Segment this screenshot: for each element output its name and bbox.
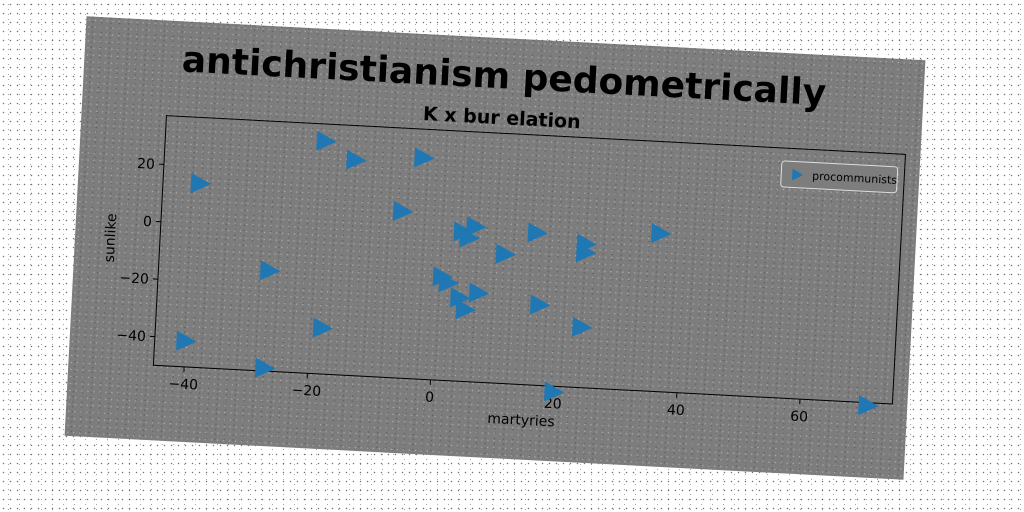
data-point [529,294,551,315]
chart-title: antichristianism pedometrically [181,39,827,114]
data-point [455,299,477,320]
data-point [254,357,276,378]
x-tick-label: 20 [543,396,562,413]
legend: procommunists [780,160,899,194]
data-point [543,381,565,402]
data-point [468,282,490,303]
data-points [176,130,879,416]
data-point [176,330,197,351]
data-point [449,287,471,308]
y-axis: 20 0 −20 −40 [116,156,164,346]
legend-label: procommunists [812,170,898,187]
data-point [190,173,211,194]
y-tick-label: 0 [143,214,153,230]
x-axis: −40 −20 0 20 40 60 [168,366,809,426]
x-tick-label: −20 [291,383,321,401]
legend-box [780,160,899,194]
y-tick-label: −40 [116,328,146,346]
data-point [459,227,480,248]
x-tick-label: 60 [790,409,809,426]
data-point [527,222,549,243]
scatter-chart: antichristianism pedometrically K x bur … [102,39,906,431]
data-point [466,216,487,237]
data-point [392,200,414,221]
x-tick-label: 0 [425,390,435,406]
plot-area-frame [152,115,906,405]
data-point [575,242,597,263]
x-tick-label: 40 [667,402,686,419]
data-point [858,395,879,416]
x-axis-label: martyries [487,411,555,431]
data-point [495,243,517,264]
data-point [312,317,334,338]
chart-subtitle: K x bur elation [422,103,581,133]
data-point [316,130,337,151]
x-tick-label: −40 [168,376,198,394]
y-axis-label: sunlike [102,213,121,263]
data-point [414,147,435,168]
data-point [650,223,672,244]
data-point [571,316,593,337]
chart-figure: antichristianism pedometrically K x bur … [64,16,926,480]
data-point [346,149,367,170]
data-point [259,260,281,281]
legend-marker [791,168,804,181]
y-tick-label: −20 [119,270,149,288]
y-tick-label: 20 [137,156,156,173]
data-point [432,266,454,287]
